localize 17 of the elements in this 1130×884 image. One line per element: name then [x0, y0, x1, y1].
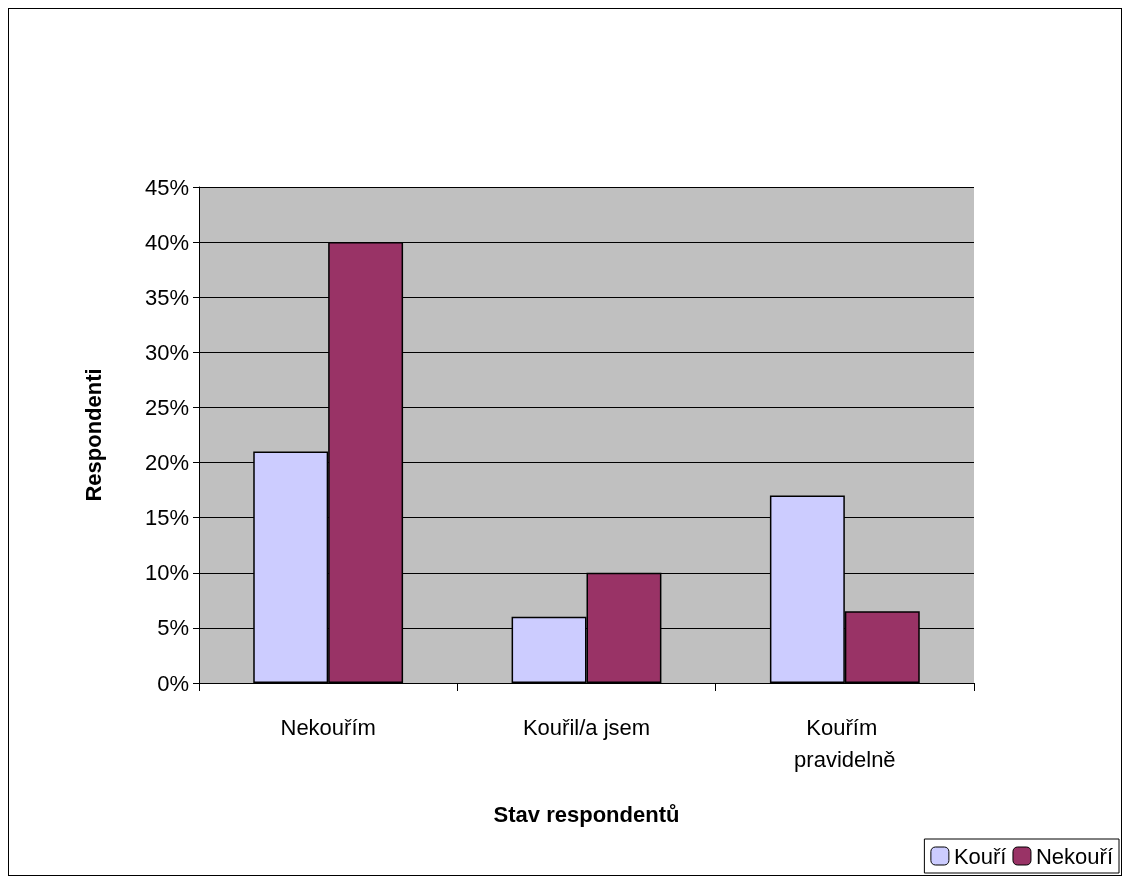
y-tick-label: 25% [144, 394, 189, 420]
legend-label: Kouří [953, 843, 1007, 869]
x-tick-label: Kouřím pravidelně [794, 714, 896, 772]
legend-label: Nekouří [1035, 843, 1114, 869]
y-tick-label: 0% [157, 670, 189, 696]
x-tick-label: Kouřil/a jsem [522, 714, 651, 740]
y-tick-label: 10% [144, 560, 189, 586]
x-tick-label: Nekouřím [280, 714, 376, 740]
x-axis-title: Stav respondentů [493, 801, 680, 827]
y-tick-label: 30% [144, 339, 189, 365]
y-tick-label: 5% [157, 615, 189, 641]
y-tick-label: 15% [144, 505, 189, 531]
y-tick-label: 45% [144, 174, 189, 200]
y-tick-label: 40% [144, 229, 189, 255]
y-axis-title: Respondenti [80, 368, 106, 502]
y-tick-label: 20% [144, 450, 189, 476]
y-tick-label: 35% [144, 284, 189, 310]
